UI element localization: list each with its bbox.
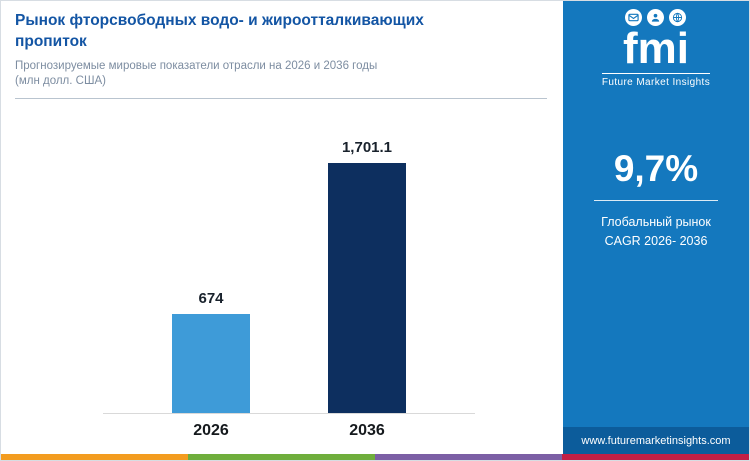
bar-value-2026: 674	[198, 289, 224, 307]
bar-group-2026: 674	[172, 290, 250, 413]
bar-value-2036: 1,701.1	[341, 138, 393, 156]
logo-text: fmi	[622, 24, 689, 73]
stripe-purple-segment	[375, 454, 562, 460]
cagr-label-period: CAGR 2026- 2036	[604, 234, 708, 249]
chart-area: Рынок фторсвободных водо- и жироотталкив…	[1, 1, 563, 460]
x-axis-labels: 2026 2036	[103, 422, 475, 440]
stripe-green-segment	[188, 454, 375, 460]
chart-subtitle: Прогнозируемые мировые показатели отрасл…	[15, 59, 378, 72]
bar-2036	[328, 162, 406, 413]
cagr-label-market: Глобальный рынок	[601, 215, 711, 229]
logo-icons	[625, 9, 687, 26]
sidebar-panel: fmi Future Market Insights 9,7% Глобальн…	[563, 1, 749, 460]
mail-icon	[625, 9, 643, 26]
x-label-2026: 2026	[193, 421, 229, 439]
chart-unit-note: (млн долл. США)	[15, 74, 107, 87]
chart-title: Рынок фторсвободных водо- и жироотталкив…	[15, 12, 424, 50]
fmi-logo: fmi Future Market Insights	[601, 9, 711, 88]
cagr-block: 9,7% Глобальный рынок CAGR 2026- 2036	[594, 148, 718, 252]
chart-header: Рынок фторсвободных водо- и жироотталкив…	[15, 11, 563, 99]
bar-group-2036: 1,701.1	[328, 139, 406, 413]
stripe-red-segment	[562, 454, 749, 460]
header-divider	[15, 97, 547, 99]
globe-icon	[669, 9, 687, 26]
bar-2026	[172, 313, 250, 413]
bar-plot: 674 1,701.1	[103, 139, 475, 414]
website-url[interactable]: www.futuremarketinsights.com	[581, 434, 731, 447]
stripe-orange-segment	[1, 454, 188, 460]
cagr-divider	[594, 200, 718, 201]
website-bar[interactable]: www.futuremarketinsights.com	[563, 427, 749, 454]
logo-caption: Future Market Insights	[601, 73, 711, 88]
support-icon	[647, 9, 665, 26]
bottom-color-stripe	[1, 454, 749, 460]
x-label-2036: 2036	[349, 421, 385, 439]
cagr-value: 9,7%	[613, 148, 699, 189]
